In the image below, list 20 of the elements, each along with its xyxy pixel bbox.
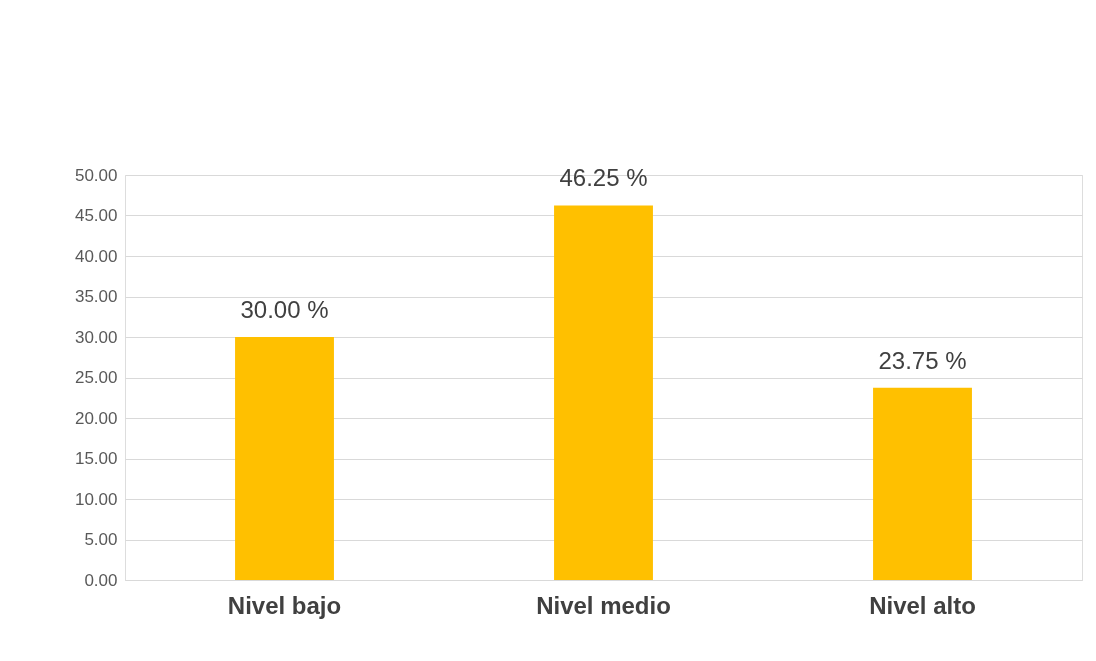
data-label: 23.75 % xyxy=(878,346,967,374)
bar xyxy=(873,387,972,580)
x-tick-label: Nivel alto xyxy=(869,591,976,619)
y-tick-label: 25.00 xyxy=(74,368,118,387)
y-tick-label: 45.00 xyxy=(74,206,118,225)
y-tick-label: 40.00 xyxy=(74,246,118,266)
x-tick-label: Nivel bajo xyxy=(227,591,342,619)
data-label: 46.25 % xyxy=(559,164,648,192)
y-tick-label: 15.00 xyxy=(74,449,118,468)
y-tick-label: 0.00 xyxy=(84,570,118,590)
x-tick-label: Nivel medio xyxy=(536,591,671,619)
bar xyxy=(554,205,653,580)
y-tick-label: 5.00 xyxy=(84,530,118,549)
y-tick-label: 10.00 xyxy=(74,489,118,509)
y-tick-label: 50.00 xyxy=(74,165,118,185)
y-tick-label: 30.00 xyxy=(74,327,118,347)
y-tick-label: 35.00 xyxy=(74,287,118,306)
bar xyxy=(235,337,334,580)
data-label: 30.00 % xyxy=(240,296,329,323)
y-tick-label: 20.00 xyxy=(74,408,118,428)
